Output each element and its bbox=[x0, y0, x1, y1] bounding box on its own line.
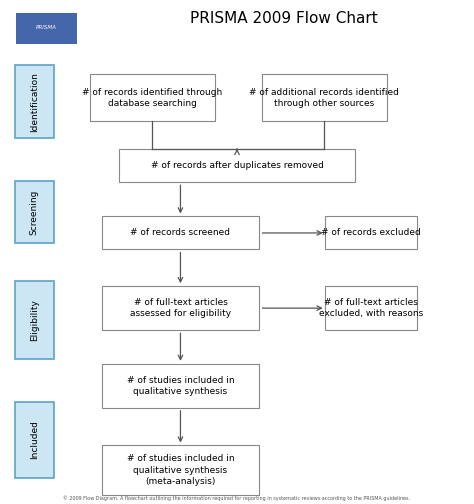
FancyBboxPatch shape bbox=[15, 180, 54, 243]
FancyBboxPatch shape bbox=[15, 66, 54, 138]
Text: # of records identified through
database searching: # of records identified through database… bbox=[82, 88, 222, 108]
FancyBboxPatch shape bbox=[325, 286, 417, 330]
FancyBboxPatch shape bbox=[119, 149, 355, 182]
FancyBboxPatch shape bbox=[101, 286, 259, 330]
FancyBboxPatch shape bbox=[325, 216, 417, 249]
Text: # of studies included in
qualitative synthesis
(meta-analysis): # of studies included in qualitative syn… bbox=[127, 455, 234, 486]
FancyBboxPatch shape bbox=[16, 13, 77, 44]
Text: Eligibility: Eligibility bbox=[30, 299, 39, 341]
Text: PRISMA 2009 Flow Chart: PRISMA 2009 Flow Chart bbox=[190, 12, 378, 26]
Text: # of studies included in
qualitative synthesis: # of studies included in qualitative syn… bbox=[127, 376, 234, 396]
Text: # of additional records identified
through other sources: # of additional records identified throu… bbox=[249, 88, 399, 108]
Text: # of full-text articles
excluded, with reasons: # of full-text articles excluded, with r… bbox=[319, 298, 423, 318]
FancyBboxPatch shape bbox=[15, 281, 54, 358]
FancyBboxPatch shape bbox=[101, 364, 259, 408]
FancyBboxPatch shape bbox=[262, 74, 387, 121]
Text: Identification: Identification bbox=[30, 72, 39, 132]
FancyBboxPatch shape bbox=[101, 216, 259, 249]
Text: # of full-text articles
assessed for eligibility: # of full-text articles assessed for eli… bbox=[130, 298, 231, 318]
Text: Included: Included bbox=[30, 420, 39, 459]
Text: PRISMA: PRISMA bbox=[36, 26, 56, 30]
FancyBboxPatch shape bbox=[90, 74, 215, 121]
Text: © 2009 Flow Diagram. A flowchart outlining the information required for reportin: © 2009 Flow Diagram. A flowchart outlini… bbox=[64, 495, 410, 501]
Text: # of records screened: # of records screened bbox=[130, 228, 230, 237]
Text: # of records excluded: # of records excluded bbox=[321, 228, 421, 237]
Text: # of records after duplicates removed: # of records after duplicates removed bbox=[151, 161, 323, 170]
Text: Screening: Screening bbox=[30, 189, 39, 234]
FancyBboxPatch shape bbox=[15, 402, 54, 478]
FancyBboxPatch shape bbox=[101, 446, 259, 494]
